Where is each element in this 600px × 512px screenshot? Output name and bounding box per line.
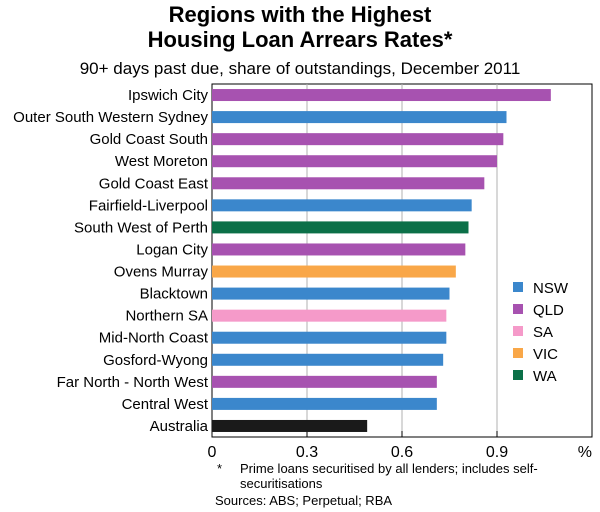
x-unit-label: % <box>578 444 592 460</box>
bar <box>212 199 472 212</box>
category-label: Gold Coast East <box>99 175 209 192</box>
legend-swatch <box>513 370 523 380</box>
category-label: Logan City <box>136 241 208 258</box>
footnote-marker: * <box>217 461 223 476</box>
category-label: West Moreton <box>115 153 208 170</box>
bar <box>212 287 450 300</box>
category-label: Northern SA <box>125 308 208 325</box>
bar <box>212 177 485 190</box>
chart-title-line-1: Regions with the Highest <box>168 2 432 27</box>
sources-note: Sources: ABS; Perpetual; RBA <box>215 493 393 508</box>
bar <box>212 397 437 410</box>
chart-subtitle: 90+ days past due, share of outstandings… <box>79 59 521 78</box>
category-label: Fairfield-Liverpool <box>89 197 208 214</box>
legend-label: NSW <box>533 280 569 297</box>
x-tick-label: 0.9 <box>486 444 508 460</box>
chart-title-line-2: Housing Loan Arrears Rates* <box>147 27 453 52</box>
bar <box>212 265 456 278</box>
bar <box>212 221 469 234</box>
bar <box>212 353 444 366</box>
legend-label: QLD <box>533 302 564 319</box>
legend-swatch <box>513 282 523 292</box>
category-label: Gosford-Wyong <box>103 352 208 369</box>
bar <box>212 309 447 322</box>
legend-swatch <box>513 326 523 336</box>
bar <box>212 155 497 168</box>
bar <box>212 111 507 124</box>
category-label: Mid-North Coast <box>99 330 209 347</box>
x-tick-label: 0 <box>208 444 217 460</box>
arrears-bar-chart: 0 0.3 0.6 0.9 % Ipswich City Outer South Weste… <box>13 83 593 460</box>
category-label: Far North - North West <box>57 374 209 391</box>
category-label: Ipswich City <box>128 87 209 104</box>
legend-swatch <box>513 304 523 314</box>
bar <box>212 89 551 102</box>
category-label: Central West <box>122 396 209 413</box>
bar <box>212 243 466 256</box>
legend-label: VIC <box>533 346 558 363</box>
bar <box>212 419 368 432</box>
legend-label: SA <box>533 324 553 341</box>
category-label: Blacktown <box>140 286 208 303</box>
legend-swatch <box>513 348 523 358</box>
legend-label: WA <box>533 368 557 385</box>
bar <box>212 331 447 344</box>
x-tick-label: 0.3 <box>296 444 318 460</box>
category-label: Outer South Western Sydney <box>13 109 208 126</box>
footnote-text: Prime loans securitised by all lenders; … <box>240 461 538 491</box>
category-label: Ovens Murray <box>114 264 209 281</box>
category-label: South West of Perth <box>74 219 208 236</box>
category-label: Gold Coast South <box>90 131 208 148</box>
category-label: Australia <box>150 418 209 435</box>
bar <box>212 375 437 388</box>
bar <box>212 133 504 146</box>
x-tick-label: 0.6 <box>391 444 413 460</box>
